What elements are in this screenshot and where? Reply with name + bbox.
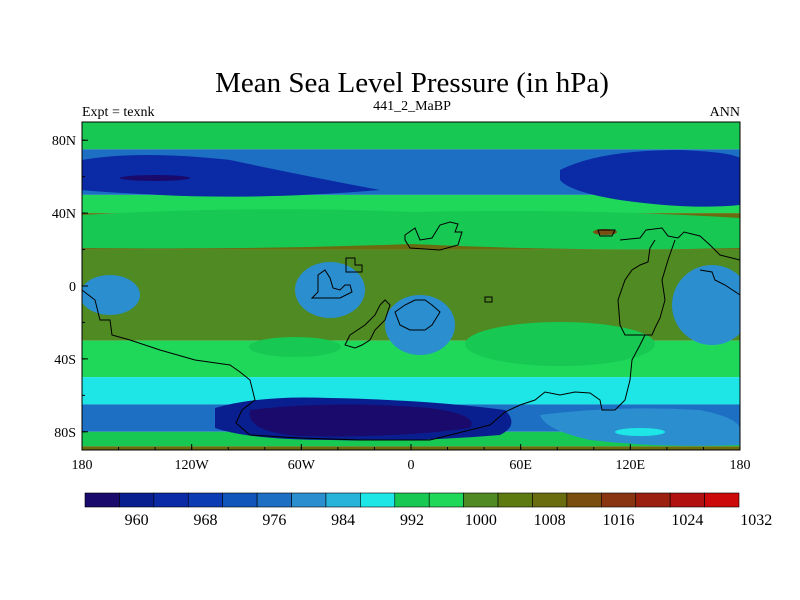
blue-cell-pacific-east [672,265,740,345]
colorbar-label: 968 [193,512,217,529]
y-tick-label: 40S [54,353,76,368]
latitude-band-6 [82,377,740,405]
colorbar-swatch [325,492,361,508]
colorbar-swatch [394,492,430,508]
green-cell-south-atlantic [249,337,341,357]
colorbar-swatch [497,492,533,508]
season-label: ANN [710,105,740,120]
y-tick-label: 40N [52,207,76,222]
colorbar: 960968976984992100010081016102410321040 [84,492,772,529]
colorbar-label: 976 [262,512,286,529]
age-label: 441_2_MaBP [373,99,451,114]
x-tick-label: 0 [408,458,415,473]
x-tick-label: 120W [175,458,210,473]
southern-deep-low [249,404,472,437]
colorbar-label: 1032 [740,512,772,529]
colorbar-swatch [428,492,464,508]
y-tick-label: 0 [69,280,76,295]
latitude-band-0 [82,122,740,150]
x-tick-label: 60W [288,458,316,473]
pressure-cells [82,150,740,446]
y-axis: 80N 40N 0 40S 80S [52,134,88,441]
colorbar-label: 992 [400,512,424,529]
colorbar-swatch [291,492,327,508]
x-tick-label: 120E [616,458,646,473]
north-deep-low [120,175,190,181]
colorbar-swatch [463,492,499,508]
x-tick-label: 180 [72,458,93,473]
continent-outlines [82,221,740,441]
colorbar-swatch [256,492,292,508]
mid-lat-high-band [82,209,740,250]
chart-title: Mean Sea Level Pressure (in hPa) [215,67,609,99]
colorbar-swatch [601,492,637,508]
pressure-map [82,122,740,450]
experiment-label: Expt = texnk [82,105,154,120]
colorbar-label: 1008 [534,512,566,529]
blue-cell-africa [385,295,455,355]
colorbar-label: 960 [125,512,149,529]
y-tick-label: 80N [52,134,76,149]
southern-subpolar-light [540,408,740,446]
colorbar-swatch [566,492,602,508]
north-low-east [560,150,740,207]
colorbar-swatch [153,492,189,508]
x-axis: 180 120W 60W 0 60E 120E 180 [72,444,751,473]
colorbar-swatch [635,492,671,508]
colorbar-label: 984 [331,512,355,529]
green-cell-indian-ocean [465,322,655,366]
x-tick-label: 60E [509,458,532,473]
colorbar-swatch [119,492,155,508]
colorbar-swatch [532,492,568,508]
colorbar-swatch [704,492,740,508]
blue-cell-atlantic [295,262,365,318]
y-tick-label: 80S [54,426,76,441]
colorbar-swatch [84,492,120,508]
latitude-band-2 [82,194,740,214]
colorbar-label: 1000 [465,512,497,529]
colorbar-swatch [222,492,258,508]
colorbar-label: 1024 [671,512,703,529]
x-tick-label: 180 [730,458,751,473]
cyan-spot-south [615,428,665,436]
colorbar-label: 1016 [603,512,635,529]
colorbar-swatch [360,492,396,508]
colorbar-swatch [669,492,705,508]
north-low-west [82,155,380,197]
colorbar-swatch [187,492,223,508]
